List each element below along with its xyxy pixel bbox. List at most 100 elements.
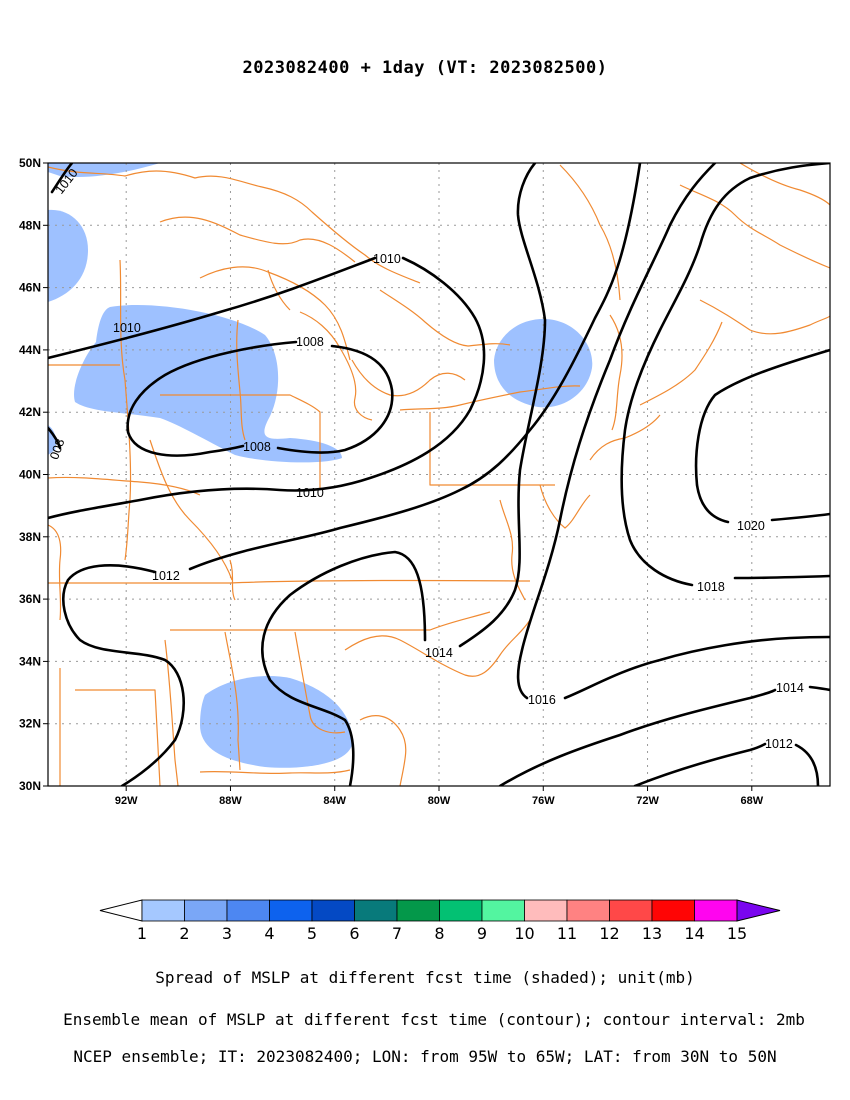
border-line	[48, 476, 201, 496]
colorbar-swatch	[269, 899, 313, 922]
lon-label: 84W	[323, 795, 346, 807]
contour-line	[126, 340, 298, 457]
contour-line	[516, 163, 717, 700]
border-line	[399, 385, 581, 411]
border-line	[48, 524, 62, 621]
border-line	[75, 689, 161, 786]
border-line	[429, 412, 555, 486]
contour-line	[50, 163, 74, 194]
lat-label: 50N	[19, 156, 41, 170]
map-frame	[47, 162, 831, 787]
contour-label: 1020	[737, 519, 765, 533]
spread-area	[48, 209, 88, 302]
border-line	[267, 269, 291, 311]
contour-labels: 1010 1010 1010 1008 1008 1010 1012 1014 …	[47, 166, 804, 751]
colorbar-label: 9	[477, 924, 487, 943]
contour-line	[770, 512, 830, 522]
colorbar-swatch	[396, 899, 440, 922]
colorbar-swatch	[651, 899, 695, 922]
colorbar-label: 1	[137, 924, 147, 943]
caption-contour: Ensemble mean of MSLP at different fcst …	[63, 1010, 805, 1029]
colorbar: 1 2 3 4 5 6 7 8 9 10 11 12 13 14 15	[99, 899, 781, 943]
contour-line	[794, 743, 820, 786]
chart-title: 2023082400 + 1day (VT: 2023082500)	[242, 58, 608, 78]
colorbar-label: 6	[349, 924, 359, 943]
colorbar-swatch	[226, 899, 270, 922]
spread-area	[200, 675, 353, 768]
colorbar-label: 7	[392, 924, 402, 943]
spread-shading	[48, 163, 593, 768]
contour-line	[276, 344, 394, 454]
mslp-contours	[48, 163, 830, 786]
contour-label: 1016	[528, 693, 556, 707]
border-line	[199, 769, 351, 775]
border-line	[229, 559, 236, 601]
border-line	[351, 359, 466, 397]
border-line	[739, 163, 830, 206]
colorbar-swatch	[184, 899, 228, 922]
border-line	[170, 611, 491, 631]
border-line	[299, 311, 373, 421]
colorbar-swatch	[311, 899, 355, 922]
contour-line	[694, 348, 830, 524]
contour-line	[633, 742, 767, 786]
lat-label: 38N	[19, 530, 41, 544]
contour-line	[563, 635, 830, 700]
border-line	[159, 216, 356, 263]
contour-line	[458, 163, 547, 648]
state-borders	[48, 163, 830, 786]
border-line	[160, 394, 321, 490]
border-line	[679, 184, 830, 269]
contour-line	[188, 163, 642, 571]
border-line	[149, 439, 233, 581]
lon-label: 88W	[219, 795, 242, 807]
border-line	[199, 266, 351, 361]
contour-label: 1010	[113, 321, 141, 335]
lat-label: 48N	[19, 218, 41, 232]
colorbar-label: 13	[642, 924, 662, 943]
border-line	[499, 499, 526, 601]
colorbar-swatch	[439, 899, 483, 922]
contour-line	[498, 688, 777, 786]
colorbar-label: 8	[434, 924, 444, 943]
contour-line	[48, 426, 62, 450]
border-line	[164, 639, 179, 786]
spread-area	[48, 163, 160, 178]
colorbar-label: 2	[179, 924, 189, 943]
spread-area	[74, 305, 342, 463]
contour-label: 1010	[296, 486, 324, 500]
map-axes: 50N 48N 46N 44N 42N 40N 38N 36N 34N 32N 30N 92W 88W 8…	[19, 156, 764, 807]
colorbar-label: 4	[264, 924, 274, 943]
lat-label: 46N	[19, 281, 41, 295]
colorbar-label: 15	[727, 924, 747, 943]
contour-line	[733, 574, 830, 580]
colorbar-label: 11	[557, 924, 577, 943]
spread-area	[494, 318, 593, 408]
contour-line	[48, 256, 486, 520]
colorbar-label: 14	[684, 924, 704, 943]
contour-label: 1014	[776, 681, 804, 695]
contour-line	[62, 564, 186, 786]
contour-label: 1010	[373, 252, 401, 266]
lon-label: 72W	[636, 795, 659, 807]
caption-shading: Spread of MSLP at different fcst time (s…	[155, 968, 695, 987]
contour-label: 1008	[243, 440, 271, 454]
lat-label: 42N	[19, 405, 41, 419]
colorbar-swatch	[694, 899, 738, 922]
colorbar-label: 12	[599, 924, 619, 943]
lat-label: 32N	[19, 717, 41, 731]
border-line	[609, 314, 623, 431]
colorbar-label: 3	[222, 924, 232, 943]
contour-label: 1012	[765, 737, 793, 751]
lat-label: 40N	[19, 468, 41, 482]
border-line	[224, 631, 241, 771]
colorbar-arrow-right	[736, 899, 781, 922]
contour-label: 1008	[296, 335, 324, 349]
border-line	[294, 631, 346, 734]
colorbar-swatch	[481, 899, 525, 922]
contour-line	[261, 550, 427, 786]
lon-label: 76W	[532, 795, 555, 807]
border-line	[48, 166, 421, 284]
lat-label: 30N	[19, 779, 41, 793]
border-line	[559, 164, 621, 301]
